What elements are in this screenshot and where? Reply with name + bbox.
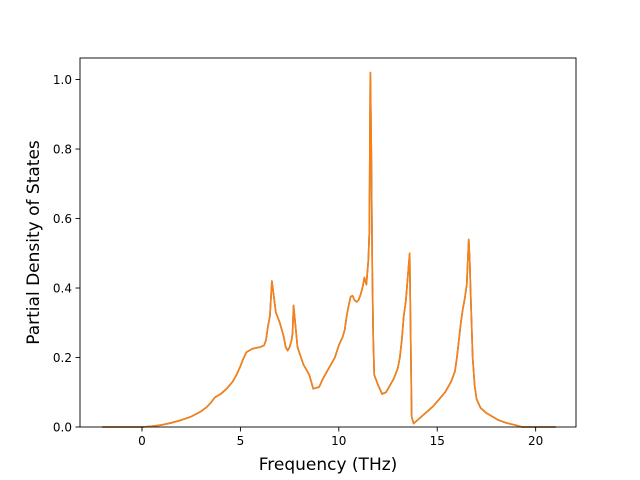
y-axis: 0.0 0.2 0.4 0.6 0.8 1.0 [53, 73, 80, 434]
x-tick-label: 5 [237, 434, 245, 448]
x-tick-label: 15 [430, 434, 445, 448]
y-axis-label: Partial Density of States [24, 140, 44, 345]
y-tick-label: 0.4 [53, 281, 72, 295]
y-tick-label: 0.6 [53, 212, 72, 226]
y-tick-label: 0.0 [53, 420, 72, 434]
y-tick-label: 1.0 [53, 73, 72, 87]
x-axis: 0 5 10 15 20 [138, 427, 543, 448]
x-axis-label: Frequency (THz) [259, 455, 398, 475]
x-tick-label: 20 [528, 434, 543, 448]
y-tick-label: 0.2 [53, 351, 72, 365]
x-tick-label: 0 [138, 434, 146, 448]
x-tick-label: 10 [331, 434, 346, 448]
series-line-2 [101, 71, 557, 428]
series-layer [101, 71, 557, 428]
plot-frame [79, 57, 577, 428]
y-tick-label: 0.8 [53, 142, 72, 156]
